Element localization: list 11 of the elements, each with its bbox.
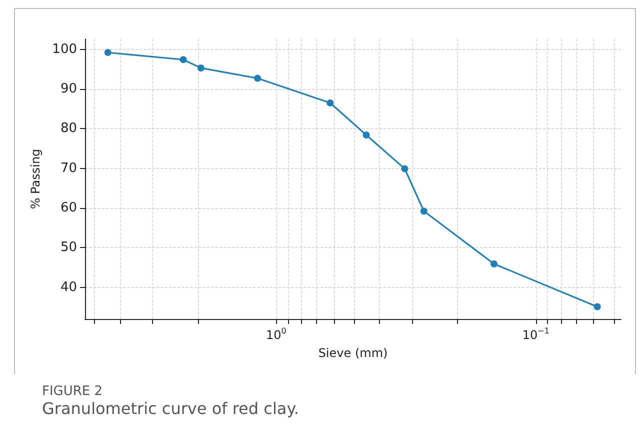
text: Granulometric curve of red clay. (42, 399, 300, 418)
y-tick-label: 80 (60, 121, 77, 136)
y-tick-label: 50 (60, 240, 77, 256)
y-tick-label: 90 (60, 81, 77, 96)
y-axis-title: % Passing (28, 148, 42, 210)
y-tick-label: 70 (60, 160, 77, 176)
y-tick-label: 100 (52, 42, 77, 57)
x-axis-title: Sieve (mm) (318, 346, 388, 360)
caption: FIGURE 2 (42, 384, 104, 399)
y-tick-label: 40 (60, 280, 77, 295)
y-tick-label: 60 (60, 200, 77, 216)
